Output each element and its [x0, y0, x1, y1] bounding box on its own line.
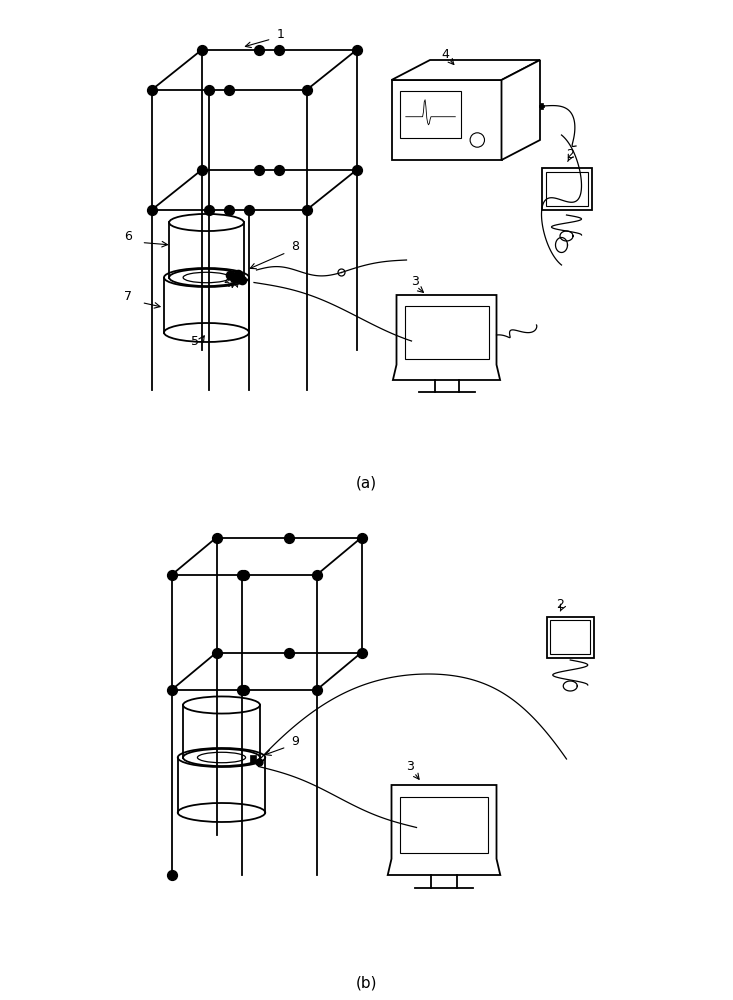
Point: [228, 269, 240, 286]
Text: 6: 6: [124, 230, 132, 243]
Point: [146, 82, 158, 98]
Polygon shape: [391, 80, 501, 160]
Point: [350, 162, 362, 178]
Polygon shape: [388, 785, 501, 875]
Point: [223, 202, 235, 218]
Point: [273, 42, 285, 58]
Point: [223, 82, 235, 98]
Text: 8: 8: [292, 240, 300, 253]
Point: [273, 162, 285, 178]
Point: [235, 682, 247, 698]
Text: 4: 4: [441, 47, 449, 60]
Point: [301, 82, 312, 98]
Text: 2: 2: [556, 597, 564, 610]
Polygon shape: [501, 60, 540, 160]
Point: [210, 530, 222, 546]
Point: [166, 567, 177, 583]
Polygon shape: [393, 295, 500, 380]
Polygon shape: [542, 167, 592, 210]
Point: [253, 42, 265, 58]
Point: [166, 867, 177, 883]
Point: [253, 754, 265, 770]
Point: [356, 530, 367, 546]
FancyBboxPatch shape: [539, 103, 543, 109]
Point: [283, 530, 295, 546]
Text: 1: 1: [276, 27, 284, 40]
Point: [235, 567, 247, 583]
Point: [232, 265, 244, 282]
Point: [311, 567, 323, 583]
Point: [196, 42, 207, 58]
Point: [210, 644, 222, 660]
Point: [311, 682, 323, 698]
Point: [243, 202, 255, 218]
Text: 5: 5: [191, 335, 199, 348]
Polygon shape: [391, 60, 540, 80]
Point: [224, 267, 236, 283]
Point: [203, 82, 215, 98]
Point: [356, 644, 367, 660]
Point: [301, 202, 312, 218]
Text: 7: 7: [124, 290, 132, 303]
Text: (b): (b): [356, 975, 377, 990]
Point: [238, 682, 250, 698]
Point: [253, 162, 265, 178]
Point: [350, 42, 362, 58]
Text: 2: 2: [567, 147, 575, 160]
Text: 9: 9: [292, 735, 299, 748]
Text: 3: 3: [407, 760, 414, 773]
Point: [238, 567, 250, 583]
Text: 3: 3: [411, 275, 419, 288]
Point: [166, 682, 177, 698]
Point: [196, 162, 207, 178]
FancyBboxPatch shape: [249, 755, 256, 763]
Polygon shape: [547, 616, 594, 658]
Text: (a): (a): [356, 475, 377, 490]
Point: [283, 644, 295, 660]
FancyBboxPatch shape: [400, 91, 461, 138]
FancyBboxPatch shape: [400, 797, 488, 852]
FancyBboxPatch shape: [405, 306, 488, 359]
Point: [203, 202, 215, 218]
Point: [146, 202, 158, 218]
Point: [235, 272, 247, 288]
